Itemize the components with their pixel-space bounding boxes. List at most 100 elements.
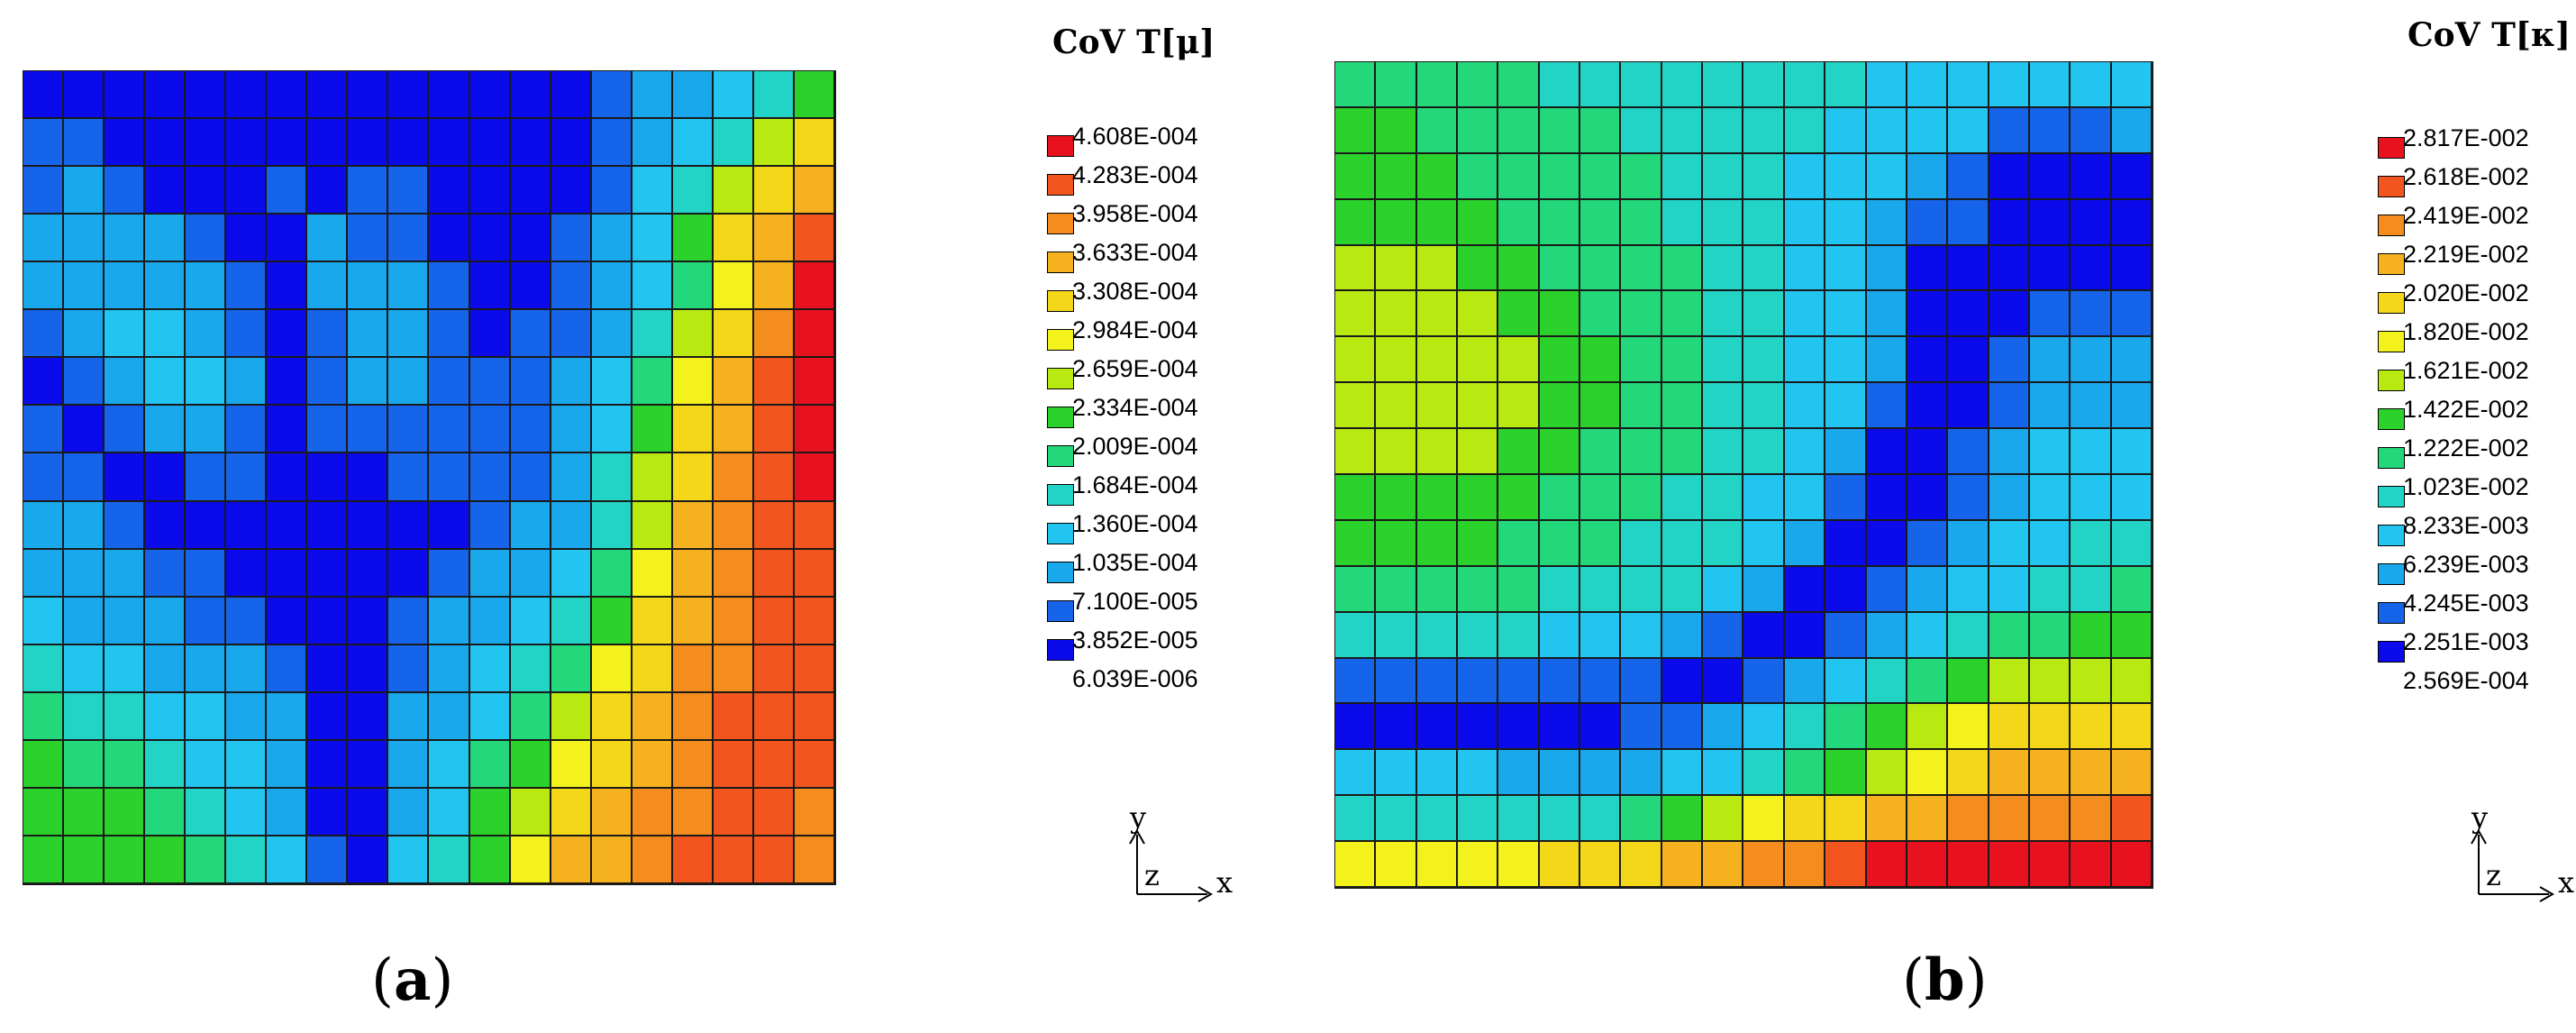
heatmap-cell	[1335, 107, 1377, 154]
heatmap-cell	[226, 310, 268, 359]
axis-triad-lines-a	[1129, 828, 1214, 902]
heatmap-cell	[307, 644, 349, 693]
heatmap-cell	[1661, 245, 1704, 292]
heatmap-cell	[1376, 107, 1417, 154]
heatmap-cell	[794, 836, 835, 884]
heatmap-cell	[632, 119, 673, 168]
heatmap-cell	[1621, 199, 1662, 246]
legend-label: 6.039E-006	[1072, 665, 1198, 692]
legend-label: 1.035E-004	[1072, 549, 1198, 576]
heatmap-cell	[1621, 383, 1662, 430]
heatmap-cell	[105, 453, 146, 502]
heatmap-cell	[2029, 842, 2071, 888]
heatmap-cell	[632, 549, 673, 598]
heatmap-cell	[64, 644, 105, 693]
heatmap-cell	[267, 644, 308, 693]
heatmap-cell	[632, 358, 673, 407]
heatmap-cell	[226, 453, 268, 502]
legend-label: 2.219E-002	[2403, 241, 2529, 268]
heatmap-cell	[388, 597, 430, 645]
heatmap-cell	[1335, 658, 1377, 705]
heatmap-cell	[1784, 796, 1826, 843]
heatmap-cell	[672, 692, 714, 741]
heatmap-cell	[1458, 199, 1499, 246]
legend-swatch	[1047, 329, 1074, 351]
heatmap-cell	[2029, 199, 2071, 246]
legend-swatch	[1047, 213, 1074, 234]
heatmap-cell	[348, 310, 389, 359]
heatmap-cell	[226, 788, 268, 836]
heatmap-cell	[23, 788, 65, 836]
heatmap-cell	[2111, 245, 2153, 292]
heatmap-cell	[1376, 199, 1417, 246]
heatmap-cell	[1498, 383, 1540, 430]
heatmap-cell	[713, 692, 754, 741]
heatmap-cell	[307, 597, 349, 645]
heatmap-cell	[1907, 520, 1949, 567]
heatmap-cell	[1376, 62, 1417, 108]
heatmap-cell	[1416, 245, 1459, 292]
heatmap-cell	[307, 549, 349, 598]
heatmap-cell	[23, 262, 65, 311]
heatmap-cell	[469, 215, 511, 263]
heatmap-cell	[267, 119, 308, 168]
heatmap-cell	[145, 310, 187, 359]
heatmap-cell	[1661, 750, 1704, 797]
legend-label: 3.958E-004	[1072, 200, 1198, 227]
heatmap-cell	[226, 549, 268, 598]
heatmap-cell	[551, 644, 592, 693]
legend-swatch	[2378, 408, 2405, 430]
heatmap-cell	[226, 71, 268, 120]
heatmap-cell	[1621, 658, 1662, 705]
heatmap-cell	[2029, 245, 2071, 292]
heatmap-cell	[307, 71, 349, 120]
heatmap-cell	[551, 453, 592, 502]
legend-swatch	[1047, 407, 1074, 428]
heatmap-cell	[713, 597, 754, 645]
legend-swatch	[1047, 562, 1074, 583]
heatmap-cell	[429, 167, 470, 215]
legend-label: 4.608E-004	[1072, 123, 1198, 150]
heatmap-cell	[469, 644, 511, 693]
heatmap-cell	[1989, 704, 2030, 751]
heatmap-cell	[307, 167, 349, 215]
heatmap-cell	[551, 788, 592, 836]
heatmap-cell	[2071, 566, 2112, 613]
heatmap-cell	[64, 453, 105, 502]
heatmap-cell	[105, 740, 146, 789]
heatmap-cell	[672, 167, 714, 215]
heatmap-cell	[2111, 612, 2153, 659]
heatmap-cell	[1458, 383, 1499, 430]
heatmap-cell	[1621, 750, 1662, 797]
heatmap-cell	[1416, 153, 1459, 200]
heatmap-cell	[2029, 291, 2071, 338]
heatmap-cell	[1661, 475, 1704, 521]
heatmap-cell	[23, 215, 65, 263]
heatmap-cell	[23, 597, 65, 645]
heatmap-cell	[267, 549, 308, 598]
heatmap-cell	[226, 406, 268, 454]
heatmap-cell	[794, 406, 835, 454]
heatmap-cell	[672, 836, 714, 884]
heatmap-cell	[64, 549, 105, 598]
heatmap-cell	[105, 501, 146, 550]
heatmap-cell	[1580, 337, 1622, 384]
heatmap-cell	[1580, 750, 1622, 797]
heatmap-cell	[1539, 383, 1581, 430]
heatmap-cell	[1458, 612, 1499, 659]
heatmap-cell	[713, 262, 754, 311]
heatmap-cell	[1743, 62, 1785, 108]
heatmap-cell	[1661, 520, 1704, 567]
heatmap-cell	[1661, 291, 1704, 338]
heatmap-cell	[1498, 62, 1540, 108]
heatmap-cell	[672, 71, 714, 120]
heatmap-cell	[429, 597, 470, 645]
heatmap-cell	[1661, 842, 1704, 888]
heatmap-cell	[145, 71, 187, 120]
heatmap-cell	[794, 262, 835, 311]
legend-swatch	[1047, 484, 1074, 506]
heatmap-cell	[551, 501, 592, 550]
legend-label: 3.633E-004	[1072, 239, 1198, 266]
heatmap-cell	[469, 692, 511, 741]
heatmap-cell	[1621, 62, 1662, 108]
